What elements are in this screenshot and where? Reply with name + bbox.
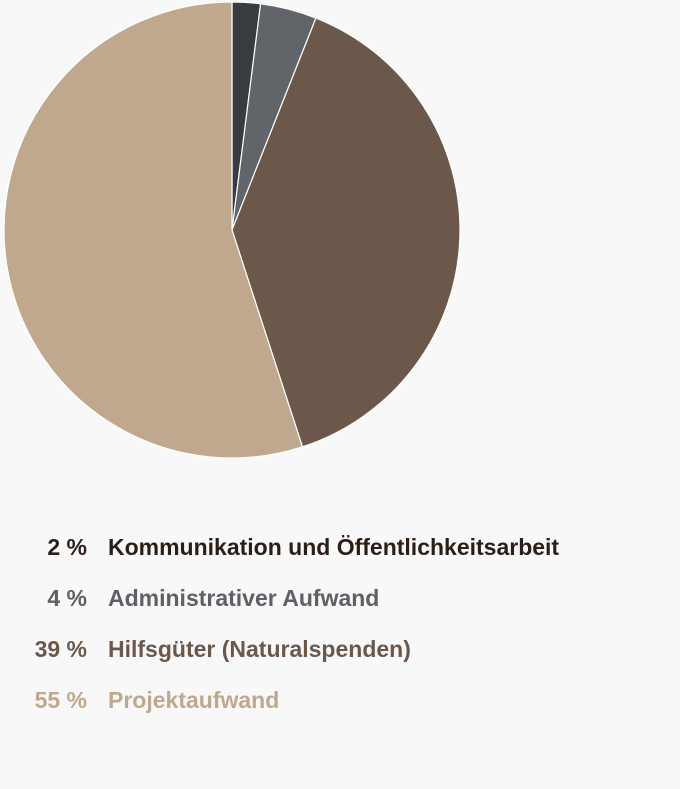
legend-label: Kommunikation und Öffentlichkeitsarbeit <box>108 534 560 560</box>
pie-slice-projektaufwand <box>3 1 304 459</box>
legend-item-administrativ: 4 % Administrativer Aufwand <box>0 573 680 624</box>
legend-value: 2 % <box>47 534 87 560</box>
pie-chart <box>3 1 461 459</box>
pie-slice-hilfsgueter <box>231 17 461 448</box>
pie-svg <box>3 1 461 459</box>
legend-item-hilfsgueter: 39 % Hilfsgüter (Naturalspenden) <box>0 624 680 675</box>
legend-label: Administrativer Aufwand <box>108 585 380 611</box>
legend-item-kommunikation: 2 % Kommunikation und Öffentlichkeitsarb… <box>0 522 680 573</box>
legend-value: 39 % <box>34 636 87 662</box>
legend-value: 55 % <box>34 687 87 713</box>
legend-value: 4 % <box>47 585 87 611</box>
legend-label: Projektaufwand <box>108 687 280 713</box>
legend-label: Hilfsgüter (Naturalspenden) <box>108 636 411 662</box>
legend-item-projektaufwand: 55 % Projektaufwand <box>0 675 680 726</box>
legend: 2 % Kommunikation und Öffentlichkeitsarb… <box>0 522 680 726</box>
